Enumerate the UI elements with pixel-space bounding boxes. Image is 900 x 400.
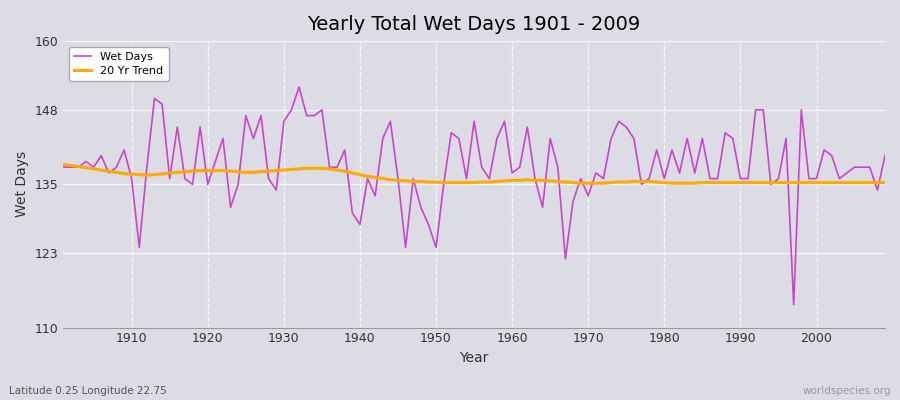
Wet Days <box>119 148 130 152</box>
Line: 20 Yr Trend: 20 Yr Trend <box>63 164 885 183</box>
Y-axis label: Wet Days: Wet Days <box>15 151 29 218</box>
20 Yr Trend <box>507 178 517 183</box>
20 Yr Trend <box>879 180 890 185</box>
20 Yr Trend <box>606 180 616 185</box>
Wet Days <box>879 153 890 158</box>
Wet Days <box>788 302 799 307</box>
Wet Days <box>286 108 297 112</box>
Text: worldspecies.org: worldspecies.org <box>803 386 891 396</box>
20 Yr Trend <box>575 181 586 186</box>
Wet Days <box>514 165 525 170</box>
Wet Days <box>507 170 517 175</box>
Wet Days <box>606 136 616 141</box>
Wet Days <box>339 148 350 152</box>
Line: Wet Days: Wet Days <box>63 87 885 305</box>
20 Yr Trend <box>119 171 130 176</box>
Wet Days <box>293 84 304 89</box>
20 Yr Trend <box>58 162 68 167</box>
Legend: Wet Days, 20 Yr Trend: Wet Days, 20 Yr Trend <box>68 47 168 81</box>
20 Yr Trend <box>500 178 510 183</box>
20 Yr Trend <box>286 167 297 172</box>
Title: Yearly Total Wet Days 1901 - 2009: Yearly Total Wet Days 1901 - 2009 <box>308 15 641 34</box>
20 Yr Trend <box>332 168 343 172</box>
X-axis label: Year: Year <box>459 351 489 365</box>
Text: Latitude 0.25 Longitude 22.75: Latitude 0.25 Longitude 22.75 <box>9 386 166 396</box>
Wet Days <box>58 165 68 170</box>
